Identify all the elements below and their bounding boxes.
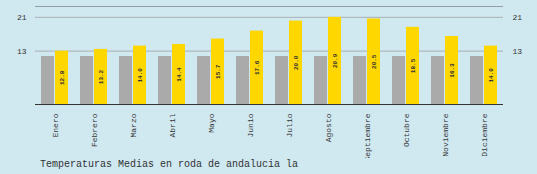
html-text:Temperaturas Medias en roda de: Temperaturas Medias en roda de andalucia… <box>40 159 298 170</box>
svg-text:17.6: 17.6 <box>254 60 261 75</box>
svg-text:20.0: 20.0 <box>293 55 300 70</box>
svg-text:13: 13 <box>513 47 523 56</box>
svg-text:12.8: 12.8 <box>59 70 66 85</box>
svg-text:14.0: 14.0 <box>488 68 495 83</box>
svg-text:18.5: 18.5 <box>410 58 417 73</box>
svg-text:Octubre: Octubre <box>402 113 411 147</box>
svg-text:Febrero: Febrero <box>90 113 99 147</box>
svg-text:20.5: 20.5 <box>371 54 378 69</box>
svg-text:Agosto: Agosto <box>324 113 333 142</box>
svg-text:Diciembre: Diciembre <box>480 113 489 156</box>
svg-text:16.3: 16.3 <box>449 63 456 78</box>
svg-text:Abril: Abril <box>168 113 177 137</box>
svg-text:21: 21 <box>513 13 523 22</box>
svg-text:Septiembre: Septiembre <box>363 113 372 158</box>
svg-text:20.9: 20.9 <box>332 53 339 68</box>
svg-text:Junio: Junio <box>246 113 255 137</box>
svg-text:13.2: 13.2 <box>98 69 105 84</box>
svg-text:Noviembre: Noviembre <box>441 113 450 156</box>
svg-text:Mayo: Mayo <box>207 113 216 132</box>
svg-text:15.7: 15.7 <box>215 64 222 79</box>
svg-text:14.4: 14.4 <box>176 67 183 82</box>
svg-text:Marzo: Marzo <box>129 113 138 137</box>
svg-text:21: 21 <box>17 13 27 22</box>
svg-text:Enero: Enero <box>51 113 60 137</box>
svg-text:Julio: Julio <box>285 113 294 137</box>
svg-text:14.0: 14.0 <box>137 68 144 83</box>
svg-text:13: 13 <box>17 47 27 56</box>
